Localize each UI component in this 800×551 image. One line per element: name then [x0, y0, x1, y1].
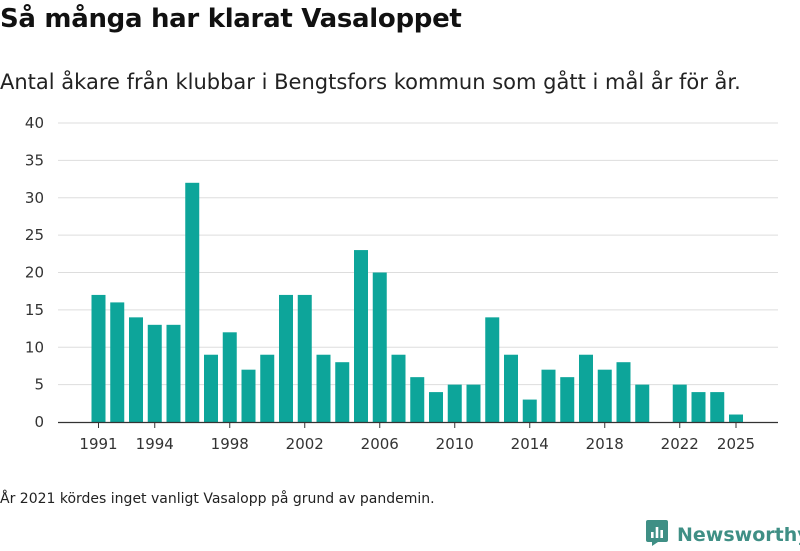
bar — [316, 354, 331, 422]
bar — [91, 294, 106, 422]
y-tick-label: 10 — [25, 338, 44, 356]
bar — [635, 384, 650, 422]
x-tick-label: 1998 — [211, 435, 249, 453]
bar — [222, 332, 237, 422]
brand-name: Newsworthy — [677, 524, 800, 546]
y-tick-label: 0 — [34, 413, 44, 431]
y-tick-label: 40 — [25, 114, 44, 132]
bar — [429, 392, 443, 422]
bar — [129, 317, 143, 422]
bar — [372, 272, 387, 422]
x-tick-label: 2010 — [436, 435, 474, 453]
x-tick-label: 1991 — [79, 435, 117, 453]
bar — [522, 399, 537, 422]
bar — [260, 354, 275, 422]
bar — [204, 354, 218, 422]
chart-subtitle: Antal åkare från klubbar i Bengtsfors ko… — [0, 70, 741, 94]
y-tick-label: 20 — [25, 264, 44, 282]
bar — [616, 362, 631, 422]
x-tick-label: 2014 — [511, 435, 549, 453]
bar — [672, 384, 687, 422]
bar — [447, 384, 462, 422]
y-tick-label: 35 — [25, 151, 44, 169]
x-tick-label: 2022 — [661, 435, 699, 453]
bar — [729, 414, 743, 422]
brand-logo[interactable]: Newsworthy — [645, 519, 800, 551]
bar — [335, 362, 350, 422]
bar — [110, 302, 125, 422]
bar — [485, 317, 500, 422]
x-tick-label: 2025 — [717, 435, 755, 453]
bar — [147, 324, 162, 422]
bar — [691, 392, 706, 422]
bar — [579, 354, 593, 422]
x-tick-label: 2006 — [361, 435, 399, 453]
bar — [166, 324, 181, 422]
x-tick-label: 2002 — [286, 435, 324, 453]
chart-title: Så många har klarat Vasaloppet — [0, 4, 462, 34]
bar — [354, 250, 368, 422]
footnote: År 2021 kördes inget vanligt Vasalopp på… — [0, 491, 435, 507]
bar — [504, 354, 518, 422]
bar — [241, 369, 256, 422]
y-tick-label: 5 — [34, 376, 44, 394]
bar — [410, 377, 425, 422]
bar — [297, 294, 312, 422]
bar — [541, 369, 556, 422]
bar — [710, 392, 725, 422]
y-tick-label: 30 — [25, 189, 44, 207]
x-tick-label: 1994 — [136, 435, 174, 453]
bar — [391, 354, 406, 422]
x-tick-label: 2018 — [586, 435, 624, 453]
bar — [597, 369, 612, 422]
bar — [279, 294, 293, 422]
y-tick-label: 25 — [25, 226, 44, 244]
bar — [560, 377, 575, 422]
bar — [466, 384, 481, 422]
y-tick-label: 15 — [25, 301, 44, 319]
bar — [185, 182, 200, 422]
newsworthy-logo-icon — [645, 519, 669, 551]
